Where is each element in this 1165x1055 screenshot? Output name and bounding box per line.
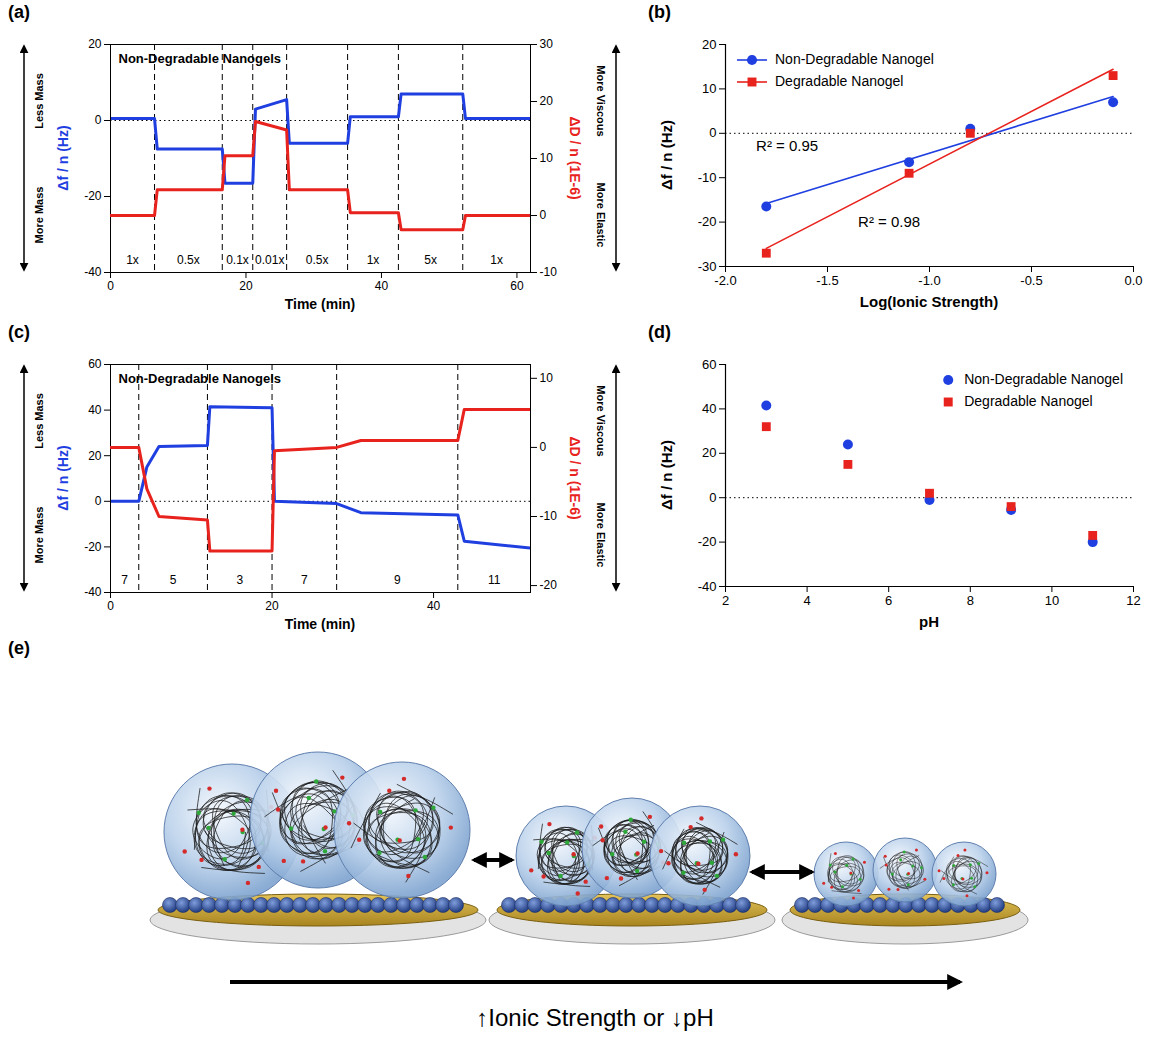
svg-text:pH: pH [919, 613, 939, 630]
svg-text:-40: -40 [84, 585, 102, 599]
svg-text:More Viscous: More Viscous [595, 65, 607, 136]
svg-text:-20: -20 [84, 540, 102, 554]
svg-text:-1.0: -1.0 [918, 273, 940, 288]
svg-text:Time (min): Time (min) [285, 296, 356, 312]
svg-text:Δf / n (Hz): Δf / n (Hz) [55, 445, 71, 510]
svg-text:Log(Ionic Strength): Log(Ionic Strength) [860, 293, 998, 310]
svg-text:0: 0 [95, 494, 102, 508]
svg-text:1x: 1x [490, 253, 503, 267]
svg-text:-40: -40 [698, 579, 717, 594]
svg-text:20: 20 [239, 279, 253, 293]
svg-text:Non-Degradable Nanogels: Non-Degradable Nanogels [119, 51, 282, 66]
svg-text:0.0: 0.0 [1124, 273, 1142, 288]
svg-text:Time (min): Time (min) [285, 616, 356, 632]
svg-text:0.1x: 0.1x [226, 253, 249, 267]
svg-text:0: 0 [709, 490, 716, 505]
svg-text:-1.5: -1.5 [816, 273, 838, 288]
svg-text:-10: -10 [540, 509, 558, 523]
html-text:(e): (e) [8, 638, 30, 658]
svg-text:More Mass: More Mass [33, 187, 45, 244]
svg-text:More Viscous: More Viscous [595, 385, 607, 456]
svg-text:Less Mass: Less Mass [33, 73, 45, 129]
svg-text:20: 20 [702, 445, 716, 460]
svg-text:R² = 0.98: R² = 0.98 [858, 213, 920, 230]
svg-text:Δf / n (Hz): Δf / n (Hz) [658, 120, 675, 190]
svg-text:ΔD / n (1E-6): ΔD / n (1E-6) [567, 436, 583, 519]
svg-text:0: 0 [540, 208, 547, 222]
svg-text:30: 30 [540, 37, 554, 51]
html-text:(c): (c) [8, 322, 30, 342]
svg-text:11: 11 [488, 573, 501, 587]
svg-text:3: 3 [236, 573, 243, 587]
svg-text:ΔD / n (1E-6): ΔD / n (1E-6) [567, 116, 583, 199]
svg-text:6: 6 [885, 593, 892, 608]
svg-text:Non-Degradable Nanogel: Non-Degradable Nanogel [964, 371, 1123, 387]
svg-text:Non-Degradable Nanogels: Non-Degradable Nanogels [119, 371, 282, 386]
svg-text:0: 0 [107, 279, 114, 293]
svg-text:More Elastic: More Elastic [595, 183, 607, 248]
svg-text:9: 9 [394, 573, 401, 587]
svg-text:10: 10 [540, 371, 554, 385]
svg-text:R² = 0.95: R² = 0.95 [756, 137, 818, 154]
svg-text:7: 7 [301, 573, 308, 587]
svg-text:0: 0 [107, 599, 114, 613]
html-text:(b): (b) [648, 2, 671, 22]
svg-text:Δf / n (Hz): Δf / n (Hz) [55, 125, 71, 190]
svg-text:0: 0 [540, 440, 547, 454]
svg-text:-40: -40 [84, 265, 102, 279]
svg-text:Less Mass: Less Mass [33, 393, 45, 449]
svg-text:-2.0: -2.0 [714, 273, 736, 288]
svg-text:Degradable Nanogel: Degradable Nanogel [964, 393, 1092, 409]
svg-text:0.5x: 0.5x [306, 253, 329, 267]
svg-text:-10: -10 [698, 170, 717, 185]
svg-text:-20: -20 [698, 214, 717, 229]
svg-text:60: 60 [88, 357, 102, 371]
svg-text:60: 60 [702, 357, 716, 372]
svg-text:40: 40 [427, 599, 441, 613]
svg-text:5: 5 [170, 573, 177, 587]
svg-text:60: 60 [510, 279, 524, 293]
svg-text:-20: -20 [540, 578, 558, 592]
svg-text:↑Ionic Strength or ↓pH: ↑Ionic Strength or ↓pH [476, 1004, 713, 1031]
svg-text:40: 40 [702, 401, 716, 416]
svg-text:5x: 5x [424, 253, 437, 267]
svg-text:Non-Degradable Nanogel: Non-Degradable Nanogel [775, 51, 934, 67]
svg-text:2: 2 [722, 593, 729, 608]
svg-text:1x: 1x [367, 253, 380, 267]
svg-text:10: 10 [540, 151, 554, 165]
svg-text:40: 40 [88, 403, 102, 417]
html-text:(a): (a) [8, 2, 30, 22]
svg-text:20: 20 [88, 37, 102, 51]
svg-text:12: 12 [1126, 593, 1140, 608]
svg-text:More Elastic: More Elastic [595, 503, 607, 568]
svg-text:40: 40 [375, 279, 389, 293]
svg-text:-0.5: -0.5 [1020, 273, 1042, 288]
svg-text:Δf / n (Hz): Δf / n (Hz) [658, 440, 675, 510]
svg-text:More Mass: More Mass [33, 507, 45, 564]
svg-text:20: 20 [540, 94, 554, 108]
svg-text:20: 20 [88, 449, 102, 463]
svg-text:10: 10 [702, 81, 716, 96]
svg-text:-20: -20 [84, 189, 102, 203]
svg-text:10: 10 [1045, 593, 1059, 608]
svg-text:0: 0 [709, 125, 716, 140]
html-text:(d): (d) [648, 322, 671, 342]
svg-text:20: 20 [702, 37, 716, 52]
svg-text:4: 4 [803, 593, 810, 608]
svg-text:1x: 1x [126, 253, 139, 267]
svg-text:7: 7 [121, 573, 128, 587]
svg-text:-30: -30 [698, 259, 717, 274]
svg-text:0.01x: 0.01x [255, 253, 284, 267]
svg-text:0: 0 [95, 113, 102, 127]
svg-text:20: 20 [265, 599, 279, 613]
svg-text:0.5x: 0.5x [177, 253, 200, 267]
svg-text:-20: -20 [698, 534, 717, 549]
svg-text:-10: -10 [540, 265, 558, 279]
svg-text:8: 8 [967, 593, 974, 608]
svg-text:Degradable Nanogel: Degradable Nanogel [775, 73, 903, 89]
